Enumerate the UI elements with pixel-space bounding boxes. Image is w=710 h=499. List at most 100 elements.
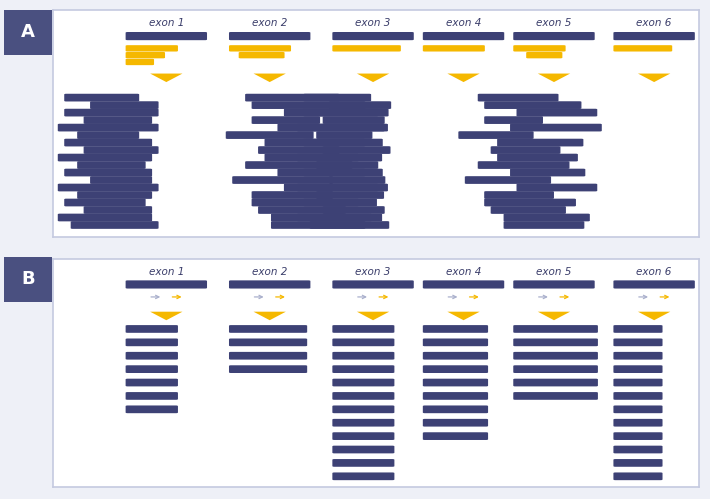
FancyBboxPatch shape <box>71 221 158 229</box>
Text: exon 6: exon 6 <box>636 267 672 277</box>
FancyBboxPatch shape <box>58 124 158 131</box>
FancyBboxPatch shape <box>297 214 382 222</box>
FancyBboxPatch shape <box>513 352 598 360</box>
FancyBboxPatch shape <box>329 176 386 184</box>
FancyBboxPatch shape <box>513 280 595 288</box>
FancyBboxPatch shape <box>613 379 662 386</box>
FancyBboxPatch shape <box>258 146 339 154</box>
FancyBboxPatch shape <box>513 392 598 400</box>
FancyBboxPatch shape <box>613 419 662 427</box>
Polygon shape <box>538 312 570 320</box>
FancyBboxPatch shape <box>271 221 366 229</box>
Text: exon 2: exon 2 <box>252 18 288 28</box>
Polygon shape <box>447 312 480 320</box>
FancyBboxPatch shape <box>332 325 394 333</box>
FancyBboxPatch shape <box>484 191 554 199</box>
FancyBboxPatch shape <box>510 124 602 131</box>
FancyBboxPatch shape <box>77 131 139 139</box>
FancyBboxPatch shape <box>332 379 394 386</box>
FancyBboxPatch shape <box>58 154 152 161</box>
FancyBboxPatch shape <box>126 392 178 400</box>
Polygon shape <box>253 73 286 82</box>
Text: exon 1: exon 1 <box>148 18 184 28</box>
FancyBboxPatch shape <box>310 221 389 229</box>
FancyBboxPatch shape <box>478 161 569 169</box>
FancyBboxPatch shape <box>613 365 662 373</box>
FancyBboxPatch shape <box>491 206 566 214</box>
Text: exon 4: exon 4 <box>446 18 481 28</box>
FancyBboxPatch shape <box>64 139 152 146</box>
FancyBboxPatch shape <box>90 176 152 184</box>
FancyBboxPatch shape <box>613 45 672 51</box>
Polygon shape <box>447 73 480 82</box>
FancyBboxPatch shape <box>613 459 662 467</box>
FancyBboxPatch shape <box>64 199 146 207</box>
FancyBboxPatch shape <box>332 459 394 467</box>
FancyBboxPatch shape <box>423 338 488 346</box>
FancyBboxPatch shape <box>332 446 394 454</box>
FancyBboxPatch shape <box>126 365 178 373</box>
FancyBboxPatch shape <box>126 352 178 360</box>
Polygon shape <box>638 312 670 320</box>
FancyBboxPatch shape <box>245 94 339 101</box>
FancyBboxPatch shape <box>478 94 559 101</box>
FancyBboxPatch shape <box>229 338 307 346</box>
FancyBboxPatch shape <box>497 139 584 146</box>
FancyBboxPatch shape <box>58 184 158 192</box>
FancyBboxPatch shape <box>239 52 285 58</box>
FancyBboxPatch shape <box>423 379 488 386</box>
FancyBboxPatch shape <box>229 32 310 40</box>
FancyBboxPatch shape <box>513 45 566 51</box>
FancyBboxPatch shape <box>77 161 146 169</box>
FancyBboxPatch shape <box>497 154 578 161</box>
FancyBboxPatch shape <box>226 131 314 139</box>
FancyBboxPatch shape <box>58 214 152 222</box>
FancyBboxPatch shape <box>303 109 388 116</box>
FancyBboxPatch shape <box>126 59 154 65</box>
FancyBboxPatch shape <box>265 154 359 161</box>
FancyBboxPatch shape <box>332 365 394 373</box>
FancyBboxPatch shape <box>84 146 158 154</box>
FancyBboxPatch shape <box>64 94 139 101</box>
FancyBboxPatch shape <box>251 116 320 124</box>
FancyBboxPatch shape <box>423 325 488 333</box>
FancyBboxPatch shape <box>303 139 383 146</box>
FancyBboxPatch shape <box>126 338 178 346</box>
FancyBboxPatch shape <box>613 325 662 333</box>
FancyBboxPatch shape <box>484 199 576 207</box>
FancyBboxPatch shape <box>513 379 598 386</box>
FancyBboxPatch shape <box>613 446 662 454</box>
FancyBboxPatch shape <box>516 184 597 192</box>
FancyBboxPatch shape <box>229 352 307 360</box>
FancyBboxPatch shape <box>613 392 662 400</box>
FancyBboxPatch shape <box>278 124 385 131</box>
FancyBboxPatch shape <box>126 280 207 288</box>
FancyBboxPatch shape <box>316 131 373 139</box>
Polygon shape <box>151 312 182 320</box>
FancyBboxPatch shape <box>332 338 394 346</box>
Polygon shape <box>151 73 182 82</box>
FancyBboxPatch shape <box>64 109 158 116</box>
FancyBboxPatch shape <box>322 146 391 154</box>
FancyBboxPatch shape <box>503 221 584 229</box>
FancyBboxPatch shape <box>332 45 401 51</box>
FancyBboxPatch shape <box>613 406 662 413</box>
FancyBboxPatch shape <box>126 379 178 386</box>
FancyBboxPatch shape <box>84 206 152 214</box>
FancyBboxPatch shape <box>229 325 307 333</box>
FancyBboxPatch shape <box>332 406 394 413</box>
FancyBboxPatch shape <box>423 365 488 373</box>
FancyBboxPatch shape <box>316 161 378 169</box>
FancyBboxPatch shape <box>332 392 394 400</box>
Text: exon 3: exon 3 <box>356 18 390 28</box>
FancyBboxPatch shape <box>332 419 394 427</box>
FancyBboxPatch shape <box>423 406 488 413</box>
FancyBboxPatch shape <box>271 214 372 222</box>
FancyBboxPatch shape <box>513 32 595 40</box>
FancyBboxPatch shape <box>329 101 391 109</box>
FancyBboxPatch shape <box>229 365 307 373</box>
FancyBboxPatch shape <box>613 338 662 346</box>
FancyBboxPatch shape <box>126 32 207 40</box>
FancyBboxPatch shape <box>126 45 178 51</box>
FancyBboxPatch shape <box>322 116 385 124</box>
